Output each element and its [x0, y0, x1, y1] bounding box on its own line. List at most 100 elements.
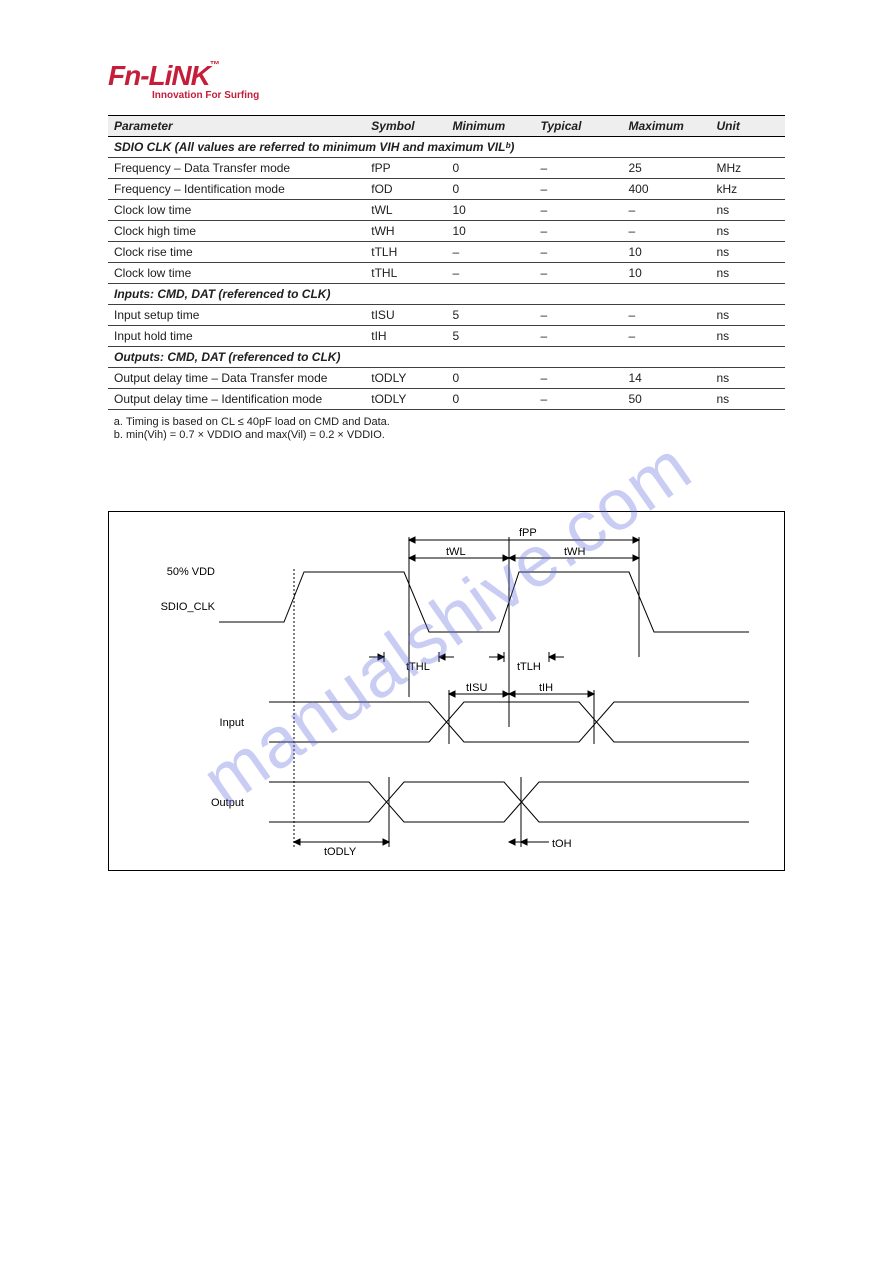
- table-row: Input setup timetISU5––ns: [108, 305, 785, 326]
- col-unit: Unit: [711, 116, 786, 137]
- cell-typ: –: [535, 305, 623, 326]
- section-title: Outputs: CMD, DAT (referenced to CLK): [108, 347, 785, 368]
- table-row: Frequency – Identification modefOD0–400k…: [108, 179, 785, 200]
- cell-symbol: fPP: [365, 158, 446, 179]
- table-row: Frequency – Data Transfer modefPP0–25MHz: [108, 158, 785, 179]
- cell-max: –: [623, 200, 711, 221]
- label-tisu: tISU: [466, 682, 487, 694]
- cell-unit: ns: [711, 326, 786, 347]
- label-twh: tWH: [564, 546, 585, 558]
- brand-tagline: Innovation For Surfing: [152, 90, 785, 101]
- section-title: Inputs: CMD, DAT (referenced to CLK): [108, 284, 785, 305]
- cell-symbol: tWH: [365, 221, 446, 242]
- cell-unit: ns: [711, 368, 786, 389]
- table-footnotes: Timing is based on CL ≤ 40pF load on CMD…: [126, 416, 785, 441]
- cell-min: 10: [447, 200, 535, 221]
- table-row: Input hold timetIH5––ns: [108, 326, 785, 347]
- cell-max: –: [623, 326, 711, 347]
- label-vdd: 50% VDD: [167, 566, 215, 578]
- cell-parameter: Input hold time: [108, 326, 365, 347]
- cell-max: –: [623, 305, 711, 326]
- cell-parameter: Output delay time – Identification mode: [108, 389, 365, 410]
- cell-parameter: Clock low time: [108, 263, 365, 284]
- cell-max: 14: [623, 368, 711, 389]
- cell-typ: –: [535, 179, 623, 200]
- label-twl: tWL: [446, 546, 466, 558]
- cell-unit: kHz: [711, 179, 786, 200]
- cell-parameter: Frequency – Identification mode: [108, 179, 365, 200]
- cell-unit: ns: [711, 242, 786, 263]
- table-row: Clock low timetTHL––10ns: [108, 263, 785, 284]
- footnote-b: min(Vih) = 0.7 × VDDIO and max(Vil) = 0.…: [126, 429, 785, 441]
- timing-diagram: 50% VDD SDIO_CLK Input Output fPP tWL tW…: [108, 511, 785, 871]
- cell-min: 5: [447, 305, 535, 326]
- cell-max: –: [623, 221, 711, 242]
- cell-unit: ns: [711, 221, 786, 242]
- cell-typ: –: [535, 200, 623, 221]
- cell-symbol: tIH: [365, 326, 446, 347]
- cell-min: 0: [447, 179, 535, 200]
- cell-symbol: fOD: [365, 179, 446, 200]
- cell-symbol: tODLY: [365, 368, 446, 389]
- cell-typ: –: [535, 326, 623, 347]
- cell-parameter: Input setup time: [108, 305, 365, 326]
- col-minimum: Minimum: [447, 116, 535, 137]
- table-section-header: Inputs: CMD, DAT (referenced to CLK): [108, 284, 785, 305]
- document-page: Fn-LiNK™ Innovation For Surfing Paramete…: [0, 0, 893, 911]
- col-maximum: Maximum: [623, 116, 711, 137]
- cell-typ: –: [535, 221, 623, 242]
- cell-typ: –: [535, 242, 623, 263]
- cell-symbol: tTHL: [365, 263, 446, 284]
- cell-parameter: Output delay time – Data Transfer mode: [108, 368, 365, 389]
- cell-parameter: Frequency – Data Transfer mode: [108, 158, 365, 179]
- col-parameter: Parameter: [108, 116, 365, 137]
- cell-unit: ns: [711, 389, 786, 410]
- label-fpp: fPP: [519, 527, 537, 539]
- timing-spec-table: Parameter Symbol Minimum Typical Maximum…: [108, 115, 785, 410]
- label-todly: tODLY: [324, 846, 357, 858]
- footnote-a: Timing is based on CL ≤ 40pF load on CMD…: [126, 416, 785, 428]
- cell-typ: –: [535, 389, 623, 410]
- cell-max: 10: [623, 263, 711, 284]
- cell-max: 25: [623, 158, 711, 179]
- table-row: Clock rise timetTLH––10ns: [108, 242, 785, 263]
- table-row: Clock high timetWH10––ns: [108, 221, 785, 242]
- label-input: Input: [220, 717, 244, 729]
- col-symbol: Symbol: [365, 116, 446, 137]
- cell-max: 10: [623, 242, 711, 263]
- cell-symbol: tWL: [365, 200, 446, 221]
- label-tih: tIH: [539, 682, 553, 694]
- cell-unit: ns: [711, 305, 786, 326]
- table-header-row: Parameter Symbol Minimum Typical Maximum…: [108, 116, 785, 137]
- cell-unit: ns: [711, 200, 786, 221]
- cell-parameter: Clock rise time: [108, 242, 365, 263]
- table-section-header: SDIO CLK (All values are referred to min…: [108, 137, 785, 158]
- cell-typ: –: [535, 158, 623, 179]
- col-typical: Typical: [535, 116, 623, 137]
- cell-min: 0: [447, 368, 535, 389]
- label-tthl: tTHL: [406, 661, 430, 673]
- label-ttlh: tTLH: [517, 661, 541, 673]
- cell-unit: ns: [711, 263, 786, 284]
- label-output: Output: [211, 797, 244, 809]
- label-clk: SDIO_CLK: [161, 601, 216, 613]
- cell-parameter: Clock low time: [108, 200, 365, 221]
- table-row: Output delay time – Data Transfer modetO…: [108, 368, 785, 389]
- cell-min: 0: [447, 389, 535, 410]
- cell-min: 0: [447, 158, 535, 179]
- brand-name: Fn-LiNK™: [108, 60, 219, 92]
- cell-typ: –: [535, 263, 623, 284]
- cell-symbol: tISU: [365, 305, 446, 326]
- cell-symbol: tTLH: [365, 242, 446, 263]
- cell-unit: MHz: [711, 158, 786, 179]
- brand-logo: Fn-LiNK™ Innovation For Surfing: [108, 60, 785, 101]
- cell-min: –: [447, 263, 535, 284]
- cell-max: 50: [623, 389, 711, 410]
- cell-min: 10: [447, 221, 535, 242]
- cell-max: 400: [623, 179, 711, 200]
- table-row: Output delay time – Identification modet…: [108, 389, 785, 410]
- section-title: SDIO CLK (All values are referred to min…: [108, 137, 785, 158]
- cell-parameter: Clock high time: [108, 221, 365, 242]
- table-section-header: Outputs: CMD, DAT (referenced to CLK): [108, 347, 785, 368]
- label-toh: tOH: [552, 838, 572, 850]
